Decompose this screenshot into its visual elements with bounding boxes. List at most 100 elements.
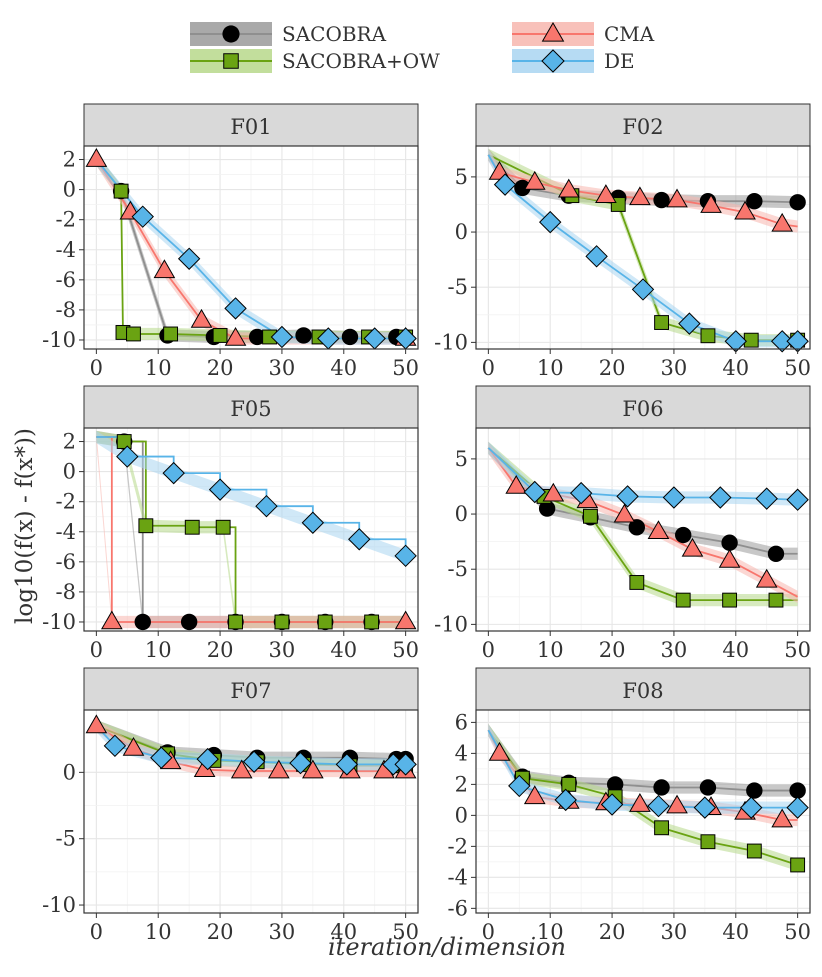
y-tick-label: -6 [56, 550, 76, 574]
x-tick-label: 50 [784, 920, 811, 944]
panel-frame [475, 427, 811, 632]
legend-label: DE [604, 49, 635, 73]
marker-sacobra-F01-5 [295, 327, 312, 344]
y-tick-label: -2 [56, 490, 76, 514]
marker-de-F08-3 [600, 793, 624, 816]
marker-cma-F06-2 [542, 482, 565, 502]
y-tick-label: -10 [42, 328, 76, 352]
marker-de-F02-4 [631, 278, 655, 301]
y-tick-label: -5 [56, 827, 76, 851]
marker-de-F01-1 [131, 205, 154, 228]
panel-title: F01 [230, 115, 271, 139]
marker-sacobra-legend [222, 25, 240, 43]
marker-cma-F06-7 [718, 548, 741, 568]
marker-de-F07-5 [289, 751, 312, 775]
marker-sacobra-ow-F05-8 [364, 614, 380, 630]
marker-sacobra-F06-6 [767, 545, 785, 562]
x-tick-label: 50 [784, 356, 811, 380]
marker-cma-F06-5 [647, 520, 670, 540]
marker-cma-F06-4 [613, 503, 636, 523]
y-tick-label: -4 [448, 865, 468, 889]
marker-sacobra-ow-F01-4 [163, 326, 179, 342]
x-tick-label: 50 [392, 356, 419, 380]
x-tick-label: 40 [330, 356, 357, 380]
y-tick-label: 0 [63, 178, 76, 202]
x-tick-label: 40 [330, 638, 357, 662]
x-tick-label: 40 [722, 920, 749, 944]
marker-de-F05-4 [255, 494, 278, 518]
marker-cma-F02-4 [595, 184, 617, 203]
marker-sacobra-ow-F01-1 [113, 183, 129, 199]
x-tick-label: 10 [145, 638, 172, 662]
marker-de-F01-2 [177, 247, 201, 270]
x-tick-label: 40 [722, 356, 749, 380]
marker-de-legend [541, 49, 565, 73]
y-tick-label: 0 [455, 220, 468, 244]
marker-de-F07-3 [196, 747, 219, 771]
marker-de-F02-5 [678, 312, 701, 335]
x-tick-label: 30 [661, 920, 688, 944]
panel-frame [83, 145, 419, 350]
x-axis-label: iteration/dimension [328, 933, 566, 961]
marker-de-F07-8 [394, 753, 417, 776]
marker-sacobra-F02-7 [789, 194, 806, 211]
y-tick-label: -6 [56, 268, 76, 292]
marker-de-F07-4 [242, 750, 266, 773]
y-tick-label: 0 [63, 760, 76, 784]
panel-frame [475, 709, 811, 914]
marker-cma-F02-3 [557, 178, 580, 198]
marker-de-F08-6 [740, 796, 763, 819]
marker-sacobra-ow-F08-5 [700, 834, 716, 850]
marker-sacobra-ow-F05-5 [228, 614, 243, 630]
marker-sacobra-F08-7 [789, 782, 806, 799]
marker-cma-F02-5 [629, 186, 651, 206]
band-de [96, 430, 406, 562]
marker-de-F05-7 [394, 544, 417, 568]
marker-cma-F02-7 [700, 194, 722, 213]
marker-sacobra-F06-3 [628, 519, 646, 536]
marker-cma-F08-5 [629, 793, 651, 812]
marker-sacobra-ow-F02-5 [743, 332, 759, 348]
panel-title: F07 [230, 679, 271, 703]
marker-cma-F08-2 [523, 785, 546, 805]
marker-cma-F07-4 [230, 759, 253, 779]
axis-titles: iteration/dimension log10(f(x) - f(x*)) [12, 428, 566, 961]
marker-sacobra-ow-legend [223, 53, 239, 69]
marker-de-F07-2 [150, 746, 173, 769]
marker-de-F05-2 [162, 461, 185, 485]
x-tick-label: 20 [599, 356, 626, 380]
marker-de-F08-4 [647, 794, 670, 818]
marker-sacobra-F08-3 [606, 776, 624, 793]
marker-de-F05-6 [348, 528, 371, 551]
panel-strip [475, 103, 811, 147]
x-tick-label: 30 [661, 638, 688, 662]
marker-cma-F01-3 [190, 308, 213, 328]
panel-title: F06 [622, 397, 663, 421]
panel-strip [475, 385, 811, 429]
x-tick-label: 20 [599, 920, 626, 944]
y-tick-label: -5 [448, 557, 468, 581]
y-tick-label: 6 [455, 710, 468, 734]
panel-f07: F07 0 10 20 30 40 50 0 -5 -10 [42, 667, 419, 944]
x-tick-label: 20 [599, 638, 626, 662]
band-sacobra-ow [488, 724, 798, 872]
marker-cma-F05-1 [100, 610, 123, 630]
marker-de-F06-4 [662, 486, 686, 509]
legend-item-sacobra: SACOBRA [190, 22, 387, 46]
x-tick-label: 50 [784, 638, 811, 662]
marker-cma-F02-8 [734, 200, 756, 220]
x-tick-label: 10 [537, 920, 564, 944]
panel-title: F02 [622, 115, 663, 139]
y-tick-label: -4 [56, 238, 76, 262]
marker-de-F05-1 [116, 445, 139, 468]
x-tick-label: 10 [537, 638, 564, 662]
marker-cma-F01-2 [153, 259, 176, 279]
marker-sacobra-F06-4 [675, 526, 692, 544]
marker-sacobra-F06-5 [721, 534, 738, 551]
legend-label: SACOBRA [282, 22, 387, 46]
y-tick-label: -10 [42, 893, 76, 917]
